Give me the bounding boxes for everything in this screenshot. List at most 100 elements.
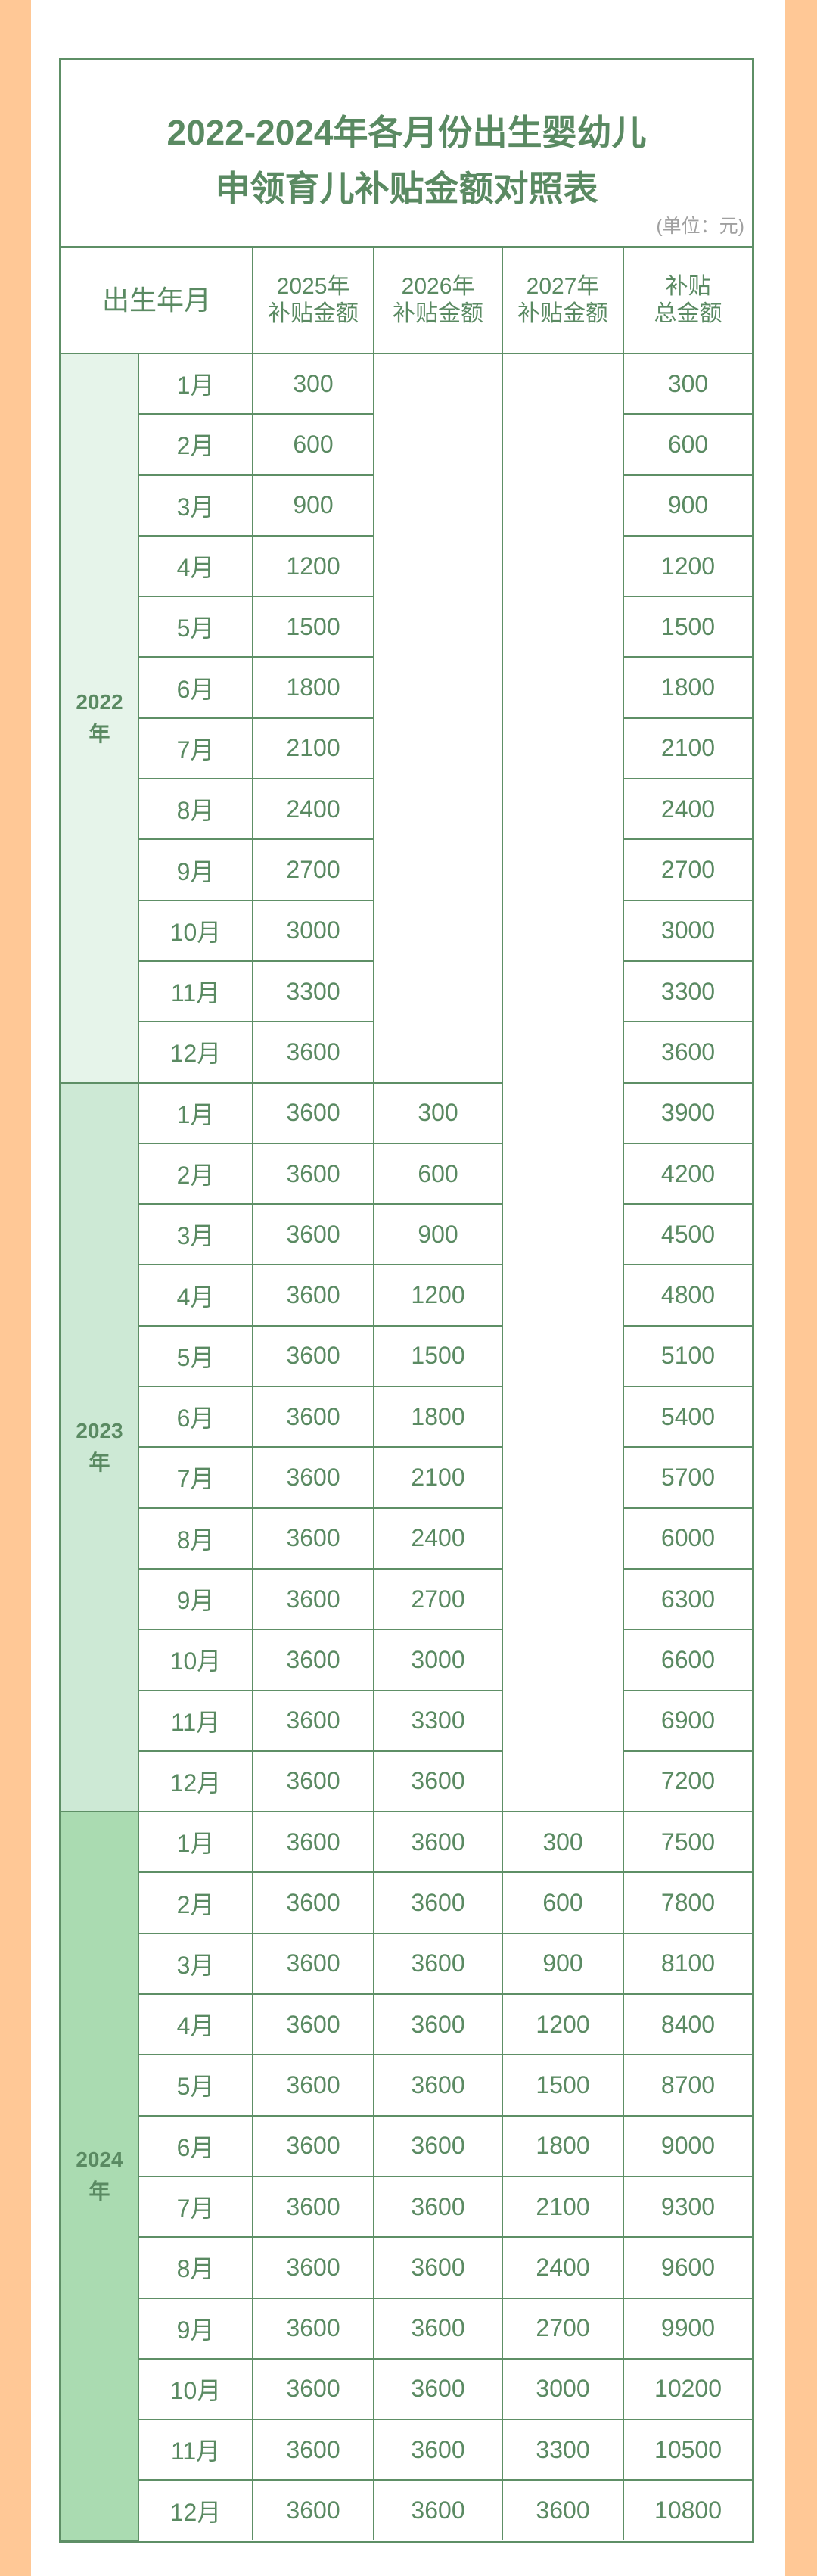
month-cell: 3月 [138,1203,254,1266]
month-cell: 9月 [138,838,254,901]
table-row: 5月 3600 3600 1500 8700 [61,2054,752,2117]
month-cell: 5月 [138,2054,254,2117]
month-cell: 4月 [138,1993,254,2056]
header-2027-year: 2027年 [526,274,600,299]
title-line-1: 2022-2024年各月份出生婴幼儿 [166,113,647,152]
table-row: 10月 3000 3000 [61,899,752,962]
total-amount-cell: 1200 [623,534,752,598]
total-amount-cell: 9000 [623,2114,752,2177]
header-2025: 2025年 补贴金额 [252,248,375,354]
amount-2026-cell: 3000 [373,1629,504,1691]
amount-2025-cell: 600 [252,413,375,476]
total-amount-cell: 6600 [623,1629,752,1691]
header-2026-year: 2026年 [401,274,475,299]
month-cell: 4月 [138,534,254,598]
table-row: 6月 1800 1800 [61,656,752,719]
amount-2025-cell: 3600 [252,2114,375,2177]
total-amount-cell: 4500 [623,1203,752,1266]
month-cell: 10月 [138,2357,254,2421]
year-cell-2022: 2022 年 [61,353,139,1084]
amount-2027-cell: 2700 [502,2297,625,2360]
month-cell: 2月 [138,1142,254,1206]
total-amount-cell: 300 [623,352,752,415]
amount-2025-cell: 3600 [252,1446,375,1509]
month-cell: 2月 [138,1871,254,1934]
header-total-line1: 补贴 [665,274,711,299]
month-cell: 6月 [138,656,254,719]
table-row: 12月 3600 3600 3600 10800 [61,2479,752,2540]
amount-2025-cell: 3600 [252,2236,375,2299]
total-amount-cell: 2100 [623,717,752,780]
total-amount-cell: 7800 [623,1871,752,1934]
month-cell: 5月 [138,596,254,658]
amount-2025-cell: 3600 [252,2054,375,2117]
month-cell: 11月 [138,1689,254,1752]
amount-2025-cell: 2100 [252,717,375,780]
month-cell: 5月 [138,1324,254,1388]
amount-2025-cell: 3600 [252,2357,375,2421]
total-amount-cell: 1500 [623,596,752,658]
amount-2026-cell: 2400 [373,1507,504,1570]
month-cell: 3月 [138,474,254,537]
month-cell: 1月 [137,1811,254,1874]
total-amount-cell: 8400 [623,1993,752,2056]
table-row: 2月 600 600 [61,413,752,476]
month-cell: 8月 [138,2236,254,2299]
table-row: 8月 3600 2400 6000 [61,1507,752,1570]
header-2027-label: 补贴金额 [517,301,609,326]
table-row: 2024 年 1月 3600 3600 300 7500 [61,1811,752,2541]
amount-2025-cell: 3600 [252,1324,375,1388]
amount-2026-cell: 3600 [373,1993,504,2056]
year-suffix: 年 [89,1451,110,1475]
total-amount-cell: 6300 [623,1567,752,1631]
header-2027: 2027年 补贴金额 [502,248,625,354]
amount-2027-cell: 2100 [502,2175,625,2238]
month-cell: 9月 [138,2297,254,2360]
month-cell: 11月 [138,2419,254,2481]
month-cell: 1月 [137,352,254,415]
amount-2026-cell: 3600 [373,2297,504,2360]
year-cell-2024: 2024 年 [61,1811,139,2541]
total-amount-cell: 6900 [623,1689,752,1752]
unit-note: (单位：元) [656,216,744,237]
header-2025-year: 2025年 [276,274,350,299]
total-amount-cell: 2700 [623,838,752,901]
amount-2025-cell: 3600 [252,1203,375,1266]
table-row: 12月 3600 3600 [61,1021,752,1084]
amount-2027-empty-cell [502,352,625,1813]
amount-2025-cell: 3600 [252,1871,375,1934]
total-amount-cell: 5100 [623,1324,752,1388]
table-row: 4月 3600 1200 4800 [61,1264,752,1327]
table-row: 2023 年 1月 3600 300 3900 [61,1081,752,1813]
table-row: 6月 3600 3600 1800 9000 [61,2114,752,2177]
total-amount-cell: 3600 [623,1021,752,1084]
amount-2025-cell: 1500 [252,596,375,658]
amount-2026-cell: 3600 [373,1932,504,1996]
table-row: 7月 3600 2100 5700 [61,1446,752,1509]
amount-2025-cell: 3600 [252,1142,375,1206]
table-row: 3月 3600 3600 900 8100 [61,1932,752,1996]
amount-2026-cell: 3600 [373,2419,504,2481]
total-amount-cell: 5700 [623,1446,752,1509]
total-amount-cell: 3300 [623,960,752,1023]
amount-2025-cell: 3600 [252,2297,375,2360]
header-row: 出生年月 2025年 补贴金额 2026年 补贴金额 2027年 补贴金额 补贴 总金额 [61,248,752,354]
total-amount-cell: 600 [623,413,752,476]
amount-2025-cell: 1800 [252,656,375,719]
amount-2026-empty-cell [373,353,504,1084]
year-suffix: 年 [89,2179,110,2204]
year-cell-2023: 2023 年 [61,1081,139,1813]
amount-2025-cell: 3600 [252,1689,375,1752]
table-row: 9月 3600 3600 2700 9900 [61,2297,752,2360]
month-cell: 1月 [137,1081,254,1144]
amount-2025-cell: 3600 [252,1629,375,1691]
table-row: 9月 2700 2700 [61,838,752,901]
total-amount-cell: 4800 [623,1264,752,1327]
amount-2026-cell: 1500 [373,1324,504,1388]
header-birth-month: 出生年月 [61,248,254,354]
total-amount-cell: 10200 [623,2357,752,2421]
amount-2025-cell: 3600 [252,1750,375,1813]
month-cell: 7月 [138,2175,254,2238]
amount-2027-cell: 3600 [502,2479,625,2540]
amount-2026-cell: 1200 [373,1264,504,1327]
